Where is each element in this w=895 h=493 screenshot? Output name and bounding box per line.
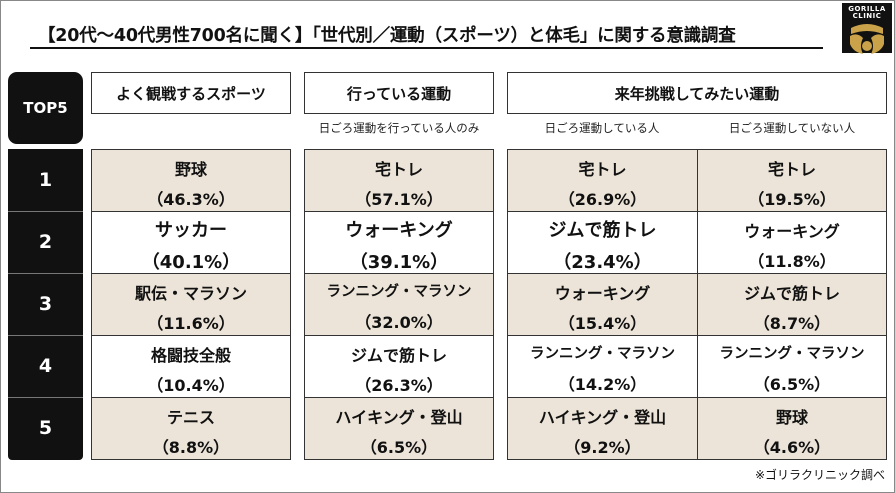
- sport-percent: （23.4%）: [553, 252, 652, 273]
- sport-percent: （32.0%）: [355, 313, 443, 332]
- sport-percent: （40.1%）: [141, 252, 241, 273]
- sport-percent: （46.3%）: [147, 190, 235, 209]
- table-row: ハイキング・登山 （9.2%）: [508, 398, 697, 459]
- title-underline: [30, 47, 823, 49]
- rank-label: 1: [38, 169, 53, 191]
- table-doing: 宅トレ （57.1%） ウォーキング （39.1%） ランニング・マラソン （3…: [304, 149, 494, 460]
- row-divider: [305, 335, 493, 336]
- rank-label: 2: [38, 231, 53, 253]
- table-row: ジムで筋トレ （8.7%）: [698, 274, 886, 336]
- sport-percent: （14.2%）: [558, 375, 647, 394]
- row-divider: [305, 273, 493, 274]
- sport-percent: （26.9%）: [558, 190, 647, 209]
- sport-percent: （57.1%）: [355, 190, 443, 209]
- table-row: ランニング・マラソン （14.2%）: [508, 336, 697, 398]
- column-divider: [697, 150, 698, 459]
- table-row: 駅伝・マラソン （11.6%）: [92, 274, 290, 336]
- note-active: 日ごろ運動している人: [544, 121, 660, 135]
- sport-name: 駅伝・マラソン: [134, 284, 247, 303]
- row-divider: [92, 273, 290, 274]
- sport-name: 野球: [775, 408, 808, 427]
- table-watch: 野球 （46.3%） サッカー （40.1%） 駅伝・マラソン （11.6%） …: [91, 149, 291, 460]
- table-row: 野球 （4.6%）: [698, 398, 886, 459]
- column-header-doing: 行っている運動: [304, 72, 494, 114]
- rank-column: 1 2 3 4 5: [8, 149, 83, 460]
- sport-name: 格闘技全般: [150, 346, 231, 365]
- sport-percent: （10.4%）: [147, 376, 235, 395]
- sport-name: ランニング・マラソン: [530, 346, 675, 362]
- sport-percent: （11.8%）: [748, 252, 836, 271]
- column-header-next-year: 来年挑戦してみたい運動: [507, 72, 887, 114]
- sport-name: ジムで筋トレ: [743, 284, 840, 303]
- sport-name: ハイキング・登山: [538, 408, 667, 427]
- sport-percent: （15.4%）: [558, 314, 647, 333]
- rank-label: 4: [38, 355, 53, 377]
- table-row: ジムで筋トレ （26.3%）: [305, 336, 493, 398]
- table-row: ジムで筋トレ （23.4%）: [508, 212, 697, 274]
- sport-name: ランニング・マラソン: [326, 284, 472, 300]
- sport-percent: （11.6%）: [147, 314, 235, 333]
- page-title: 【20代～40代男性700名に聞く】「世代別／運動（スポーツ）と体毛」に関する意…: [38, 26, 736, 46]
- row-divider: [92, 335, 290, 336]
- rank-label: 3: [38, 293, 53, 315]
- rank-divider: [8, 273, 83, 274]
- sport-name: ランニング・マラソン: [719, 346, 865, 362]
- gorilla-face-icon: [850, 24, 884, 54]
- table-row: ランニング・マラソン （6.5%）: [698, 336, 886, 398]
- table-row: 格闘技全般 （10.4%）: [92, 336, 290, 398]
- brand-logo: GORILLA CLINIC: [842, 3, 892, 54]
- table-row: テニス （8.8%）: [92, 398, 290, 459]
- sport-percent: （39.1%）: [349, 252, 449, 273]
- sport-percent: （6.5%）: [753, 375, 831, 394]
- sport-percent: （8.7%）: [753, 314, 831, 333]
- sport-name: ハイキング・登山: [335, 408, 463, 427]
- source-note: ※ゴリラクリニック調べ: [754, 468, 885, 482]
- sport-name: ウォーキング: [345, 220, 453, 241]
- table-row: 宅トレ （19.5%）: [698, 150, 886, 212]
- sport-name: ウォーキング: [744, 222, 840, 241]
- table-row: ランニング・マラソン （32.0%）: [305, 274, 493, 336]
- sport-percent: （8.8%）: [152, 438, 230, 457]
- row-divider: [305, 211, 493, 212]
- row-divider: [92, 211, 290, 212]
- sport-name: テニス: [166, 408, 215, 427]
- rank-label: 5: [38, 417, 53, 439]
- table-row: 宅トレ （26.9%）: [508, 150, 697, 212]
- table-row: サッカー （40.1%）: [92, 212, 290, 274]
- sport-name: サッカー: [155, 220, 227, 241]
- sport-name: 宅トレ: [578, 160, 627, 179]
- table-row: ウォーキング （15.4%）: [508, 274, 697, 336]
- sport-percent: （4.6%）: [753, 438, 831, 457]
- table-row: 野球 （46.3%）: [92, 150, 290, 212]
- sport-name: ジムで筋トレ: [548, 220, 657, 241]
- column-header-watch: よく観戦するスポーツ: [91, 72, 291, 114]
- sport-name: 宅トレ: [374, 160, 423, 179]
- table-row: ウォーキング （11.8%）: [698, 212, 886, 274]
- row-divider: [305, 397, 493, 398]
- logo-text: GORILLA CLINIC: [848, 5, 886, 20]
- sport-name: 宅トレ: [767, 160, 816, 179]
- table-row: 宅トレ （57.1%）: [305, 150, 493, 212]
- note-inactive: 日ごろ運動していない人: [728, 121, 856, 135]
- note-doing: 日ごろ運動を行っている人のみ: [318, 121, 480, 135]
- rank-divider: [8, 211, 83, 212]
- table-row: ウォーキング （39.1%）: [305, 212, 493, 274]
- rank-divider: [8, 335, 83, 336]
- sport-name: ジムで筋トレ: [350, 346, 447, 365]
- sport-percent: （6.5%）: [360, 438, 438, 457]
- sport-percent: （9.2%）: [564, 438, 641, 457]
- table-next-year: 宅トレ （26.9%） ジムで筋トレ （23.4%） ウォーキング （15.4%…: [507, 149, 887, 460]
- sport-percent: （26.3%）: [355, 376, 443, 395]
- rank-divider: [8, 397, 83, 398]
- table-row: ハイキング・登山 （6.5%）: [305, 398, 493, 459]
- top5-header: TOP5: [8, 72, 83, 144]
- sport-percent: （19.5%）: [748, 190, 836, 209]
- row-divider: [92, 397, 290, 398]
- sport-name: ウォーキング: [554, 284, 651, 303]
- sport-name: 野球: [174, 160, 207, 179]
